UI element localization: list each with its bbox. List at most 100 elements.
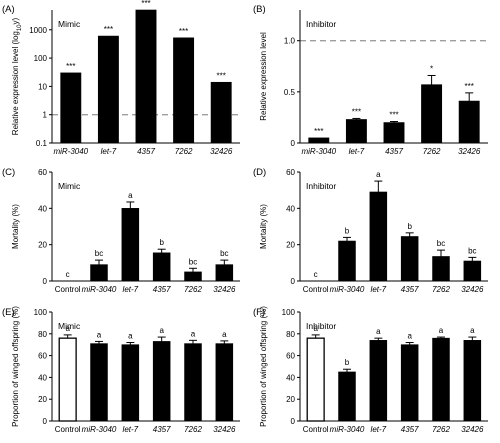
- significance-label: a: [128, 332, 133, 341]
- panel-label: (F): [253, 307, 265, 318]
- bar: [184, 343, 202, 422]
- y-tick-label: 0: [43, 417, 48, 426]
- bar: [97, 35, 119, 144]
- y-tick-label: 100: [282, 308, 296, 317]
- bar: [458, 100, 480, 144]
- category-label: Control: [303, 425, 329, 434]
- y-tick-label: 60: [286, 168, 295, 177]
- bar: [152, 252, 171, 282]
- significance-label: c: [314, 270, 318, 279]
- significance-label: ***: [352, 107, 361, 116]
- category-label: 32426: [461, 285, 484, 294]
- y-tick-label: 60: [286, 352, 295, 361]
- significance-label: a: [313, 324, 318, 333]
- panel-label: (D): [253, 167, 266, 178]
- panel-label: (B): [253, 4, 266, 15]
- category-label: 7262: [175, 147, 193, 156]
- significance-label: *: [430, 64, 433, 73]
- y-tick-label: 0.5: [284, 88, 296, 97]
- category-label: miR-3040: [330, 425, 365, 434]
- y-tick-label: 1: [43, 111, 48, 120]
- bar: [400, 236, 419, 282]
- y-tick-label: 0: [291, 139, 296, 148]
- bar: [421, 84, 443, 144]
- category-label: let-7: [123, 285, 139, 294]
- significance-label: ***: [465, 82, 474, 91]
- bar: [308, 137, 330, 144]
- category-label: 4357: [137, 147, 155, 156]
- y-tick-label: 80: [38, 330, 47, 339]
- significance-label: a: [65, 324, 70, 333]
- category-label: 32426: [213, 425, 236, 434]
- category-label: miR-3040: [301, 147, 336, 156]
- y-tick-label: 40: [38, 204, 47, 213]
- significance-label: a: [128, 191, 133, 200]
- significance-label: ***: [141, 0, 150, 8]
- category-label: Control: [55, 285, 81, 294]
- significance-label: b: [345, 226, 350, 235]
- significance-label: ***: [104, 25, 113, 34]
- significance-label: bc: [189, 257, 197, 266]
- category-label: 7262: [184, 425, 202, 434]
- y-axis-label: Relative expression level (log10y): [11, 17, 23, 135]
- y-axis-label: Proportion of winged offspring (%): [11, 306, 20, 427]
- significance-label: a: [97, 330, 102, 339]
- bar: [173, 37, 195, 144]
- bar: [400, 344, 419, 422]
- significance-label: a: [470, 326, 475, 335]
- category-label: 7262: [184, 285, 202, 294]
- y-tick-label: 0: [291, 417, 296, 426]
- significance-label: b: [159, 238, 164, 247]
- y-axis-label: Mortality (%): [259, 204, 268, 249]
- panel-title: Inhibitor: [306, 321, 336, 331]
- bar: [338, 240, 356, 282]
- bar: [432, 256, 450, 282]
- y-tick-label: 0: [43, 277, 48, 286]
- y-tick-label: 1000: [29, 26, 47, 35]
- panel-title: Mimic: [58, 19, 81, 29]
- panel-5: (F) Inhibitor Proportion of winged offspri…: [253, 306, 488, 434]
- panel-3: (D) Inhibitor Mortality (%) c Control b miR-30…: [253, 167, 488, 294]
- significance-label: a: [222, 330, 227, 339]
- y-axis-label: Proportion of winged offspring (%): [259, 306, 268, 427]
- y-tick-label: 20: [286, 241, 295, 250]
- y-tick-label: 0.1: [36, 139, 48, 148]
- significance-label: b: [407, 222, 412, 231]
- category-label: Control: [55, 425, 81, 434]
- bar: [210, 81, 232, 144]
- y-tick-label: 60: [38, 352, 47, 361]
- significance-label: bc: [437, 239, 445, 248]
- y-tick-label: 100: [34, 308, 48, 317]
- bar: [345, 119, 367, 144]
- bar: [306, 337, 325, 422]
- panel-0: (A) Mimic Relative expression level (log10…: [2, 0, 240, 156]
- significance-label: a: [376, 170, 381, 179]
- category-label: 4357: [385, 147, 403, 156]
- category-label: 7262: [432, 425, 450, 434]
- panel-title: Inhibitor: [306, 181, 336, 191]
- bar: [383, 122, 405, 144]
- bar: [432, 337, 450, 422]
- bar: [90, 343, 108, 422]
- panel-label: (A): [2, 4, 15, 15]
- bar: [121, 344, 140, 422]
- bar: [215, 264, 234, 282]
- y-tick-label: 40: [286, 373, 295, 382]
- y-tick-label: 0: [291, 277, 296, 286]
- category-label: let-7: [349, 147, 365, 156]
- significance-label: a: [407, 332, 412, 341]
- category-label: let-7: [123, 425, 139, 434]
- category-label: miR-3040: [53, 147, 88, 156]
- category-label: miR-3040: [82, 285, 117, 294]
- bar: [338, 371, 356, 422]
- bar: [90, 264, 108, 282]
- y-tick-label: 1.0: [284, 37, 296, 46]
- bar: [184, 271, 202, 282]
- y-tick-label: 20: [38, 241, 47, 250]
- significance-label: a: [159, 326, 164, 335]
- significance-label: ***: [314, 127, 323, 136]
- panel-label: (E): [2, 307, 15, 318]
- y-tick-label: 60: [38, 168, 47, 177]
- category-label: 32426: [461, 425, 484, 434]
